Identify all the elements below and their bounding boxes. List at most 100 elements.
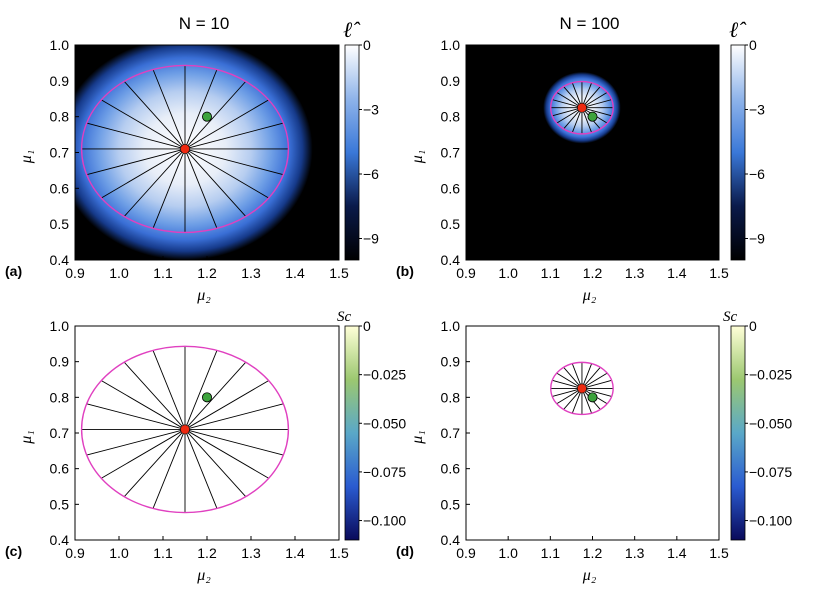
colorbar-tick-label: −0.050 (749, 415, 792, 431)
x-axis: 0.9 1.0 1.1 1.2 1.3 1.4 1.5 (456, 256, 729, 281)
x-tick-label: 1.0 (109, 545, 129, 561)
colorbar-label: ℓ̂ (343, 17, 361, 42)
x-tick-label: 1.1 (541, 265, 561, 281)
colorbar-gradient (730, 325, 746, 541)
y-tick-label: 0.4 (50, 252, 70, 268)
x-tick-label: 1.4 (285, 265, 305, 281)
y-tick-label: 0.4 (441, 532, 461, 548)
y-tick-label: 0.4 (50, 532, 70, 548)
colorbar-tick-label: −3 (749, 102, 765, 118)
confidence-ellipse (550, 361, 614, 416)
spoke (581, 99, 612, 109)
y-tick-label: 0.7 (441, 145, 461, 161)
spoke (123, 81, 186, 150)
x-tick-label: 1.5 (329, 545, 349, 561)
panel-c: 0.9 1.0 1.1 1.2 1.3 1.4 1.5 0.4 0.5 0.6 0.7 0.8 0.9 1… (5, 309, 406, 584)
colorbar-label: ℓ̂ (729, 17, 747, 42)
panel-d: 0.9 1.0 1.1 1.2 1.3 1.4 1.5 0.4 0.5 0.6 0.7 0.8 0.9 1… (396, 309, 792, 584)
y-tick-label: 0.6 (441, 180, 461, 196)
y-tick-label: 0.9 (50, 73, 70, 89)
spoke (123, 361, 186, 430)
y-axis-label: μ₁ (409, 150, 426, 165)
spoke (184, 361, 247, 430)
spoke (581, 372, 608, 389)
colorbar-tick-label: 0 (363, 37, 371, 53)
colorbar: 0 −3 −6 −9 ℓ̂ (343, 17, 379, 261)
y-axis: 0.4 0.5 0.6 0.7 0.8 0.9 1.0 (50, 318, 79, 548)
panel-a: 0.9 1.0 1.1 1.2 1.3 1.4 1.5 0.4 0.5 0.6 0.7 0.8 0.9 1… (5, 14, 379, 304)
panel-title: N = 100 (559, 14, 619, 33)
spoke (556, 372, 583, 389)
spoke (152, 148, 186, 229)
spoke (581, 387, 612, 397)
spoke (152, 429, 186, 509)
spoke (101, 99, 186, 150)
panel-b: 0.9 1.0 1.1 1.2 1.3 1.4 1.5 0.4 0.5 0.6 0.7 0.8 0.9 1… (396, 14, 765, 304)
spoke (184, 148, 284, 176)
spoke (552, 99, 583, 109)
y-tick-label: 0.5 (441, 216, 461, 232)
y-tick-label: 0.9 (50, 354, 70, 370)
x-axis-label: μ₂ (196, 287, 211, 304)
spoke (556, 107, 583, 124)
y-tick-label: 1.0 (441, 37, 461, 53)
spoke (552, 107, 583, 117)
panel-label: (b) (396, 263, 414, 279)
x-tick-label: 1.1 (153, 545, 173, 561)
y-axis-label: μ₁ (409, 430, 426, 445)
y-tick-label: 0.8 (50, 389, 70, 405)
colorbar-gradient (730, 44, 746, 261)
x-tick-label: 1.3 (625, 545, 645, 561)
spoke (552, 379, 583, 389)
spoke (101, 380, 186, 430)
spoke (556, 388, 583, 405)
x-axis: 0.9 1.0 1.1 1.2 1.3 1.4 1.5 (65, 536, 349, 561)
y-tick-label: 0.9 (441, 73, 461, 89)
x-axis-label: μ₂ (582, 567, 597, 584)
colorbar-tick-label: −0.100 (749, 513, 792, 529)
y-tick-label: 0.9 (441, 354, 461, 370)
colorbar: 0 −0.025 −0.050 −0.075 −0.100 Sc (723, 309, 792, 541)
x-tick-label: 1.1 (153, 265, 173, 281)
true-parameter-point (587, 111, 598, 122)
estimate-point (180, 424, 190, 435)
spoke (86, 428, 186, 456)
colorbar: 0 −0.025 −0.050 −0.075 −0.100 Sc (337, 309, 406, 541)
plot-background (466, 326, 719, 540)
y-tick-label: 1.0 (50, 318, 70, 334)
x-tick-label: 1.0 (109, 265, 129, 281)
x-axis: 0.9 1.0 1.1 1.2 1.3 1.4 1.5 (65, 256, 349, 281)
spoke (184, 429, 218, 509)
spoke (101, 148, 186, 199)
y-tick-label: 1.0 (50, 37, 70, 53)
spoke (581, 107, 612, 117)
y-tick-label: 0.8 (441, 109, 461, 125)
x-tick-label: 1.2 (583, 545, 603, 561)
estimate-point (180, 144, 190, 154)
x-axis-label: μ₂ (196, 567, 211, 584)
x-axis-label: μ₂ (582, 287, 597, 304)
y-tick-label: 0.7 (50, 425, 70, 441)
true-parameter-point (587, 392, 598, 403)
y-tick-label: 0.7 (441, 425, 461, 441)
x-tick-label: 1.5 (709, 545, 729, 561)
spoke (556, 91, 583, 109)
spoke (184, 122, 284, 150)
x-tick-label: 1.4 (667, 545, 687, 561)
y-tick-label: 0.5 (441, 496, 461, 512)
true-parameter-point (201, 392, 212, 403)
y-tick-label: 1.0 (441, 318, 461, 334)
colorbar-tick-label: −9 (363, 231, 379, 247)
colorbar-tick-label: −0.025 (749, 367, 792, 383)
y-axis-label: μ₁ (18, 150, 35, 165)
spoke (184, 99, 269, 150)
spokes (81, 65, 289, 233)
colorbar-tick-label: −0.025 (363, 367, 406, 383)
confidence-ellipse (550, 80, 614, 135)
y-tick-label: 0.6 (441, 461, 461, 477)
y-axis: 0.4 0.5 0.6 0.7 0.8 0.9 1.0 (441, 318, 470, 548)
estimate-point (577, 102, 587, 113)
spoke (184, 148, 269, 199)
spoke (184, 148, 218, 229)
